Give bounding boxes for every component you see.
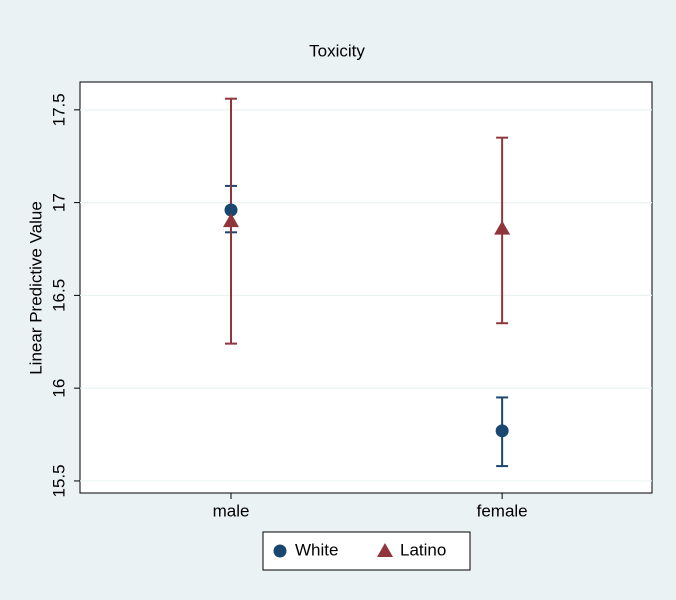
y-tick-label: 15.5 bbox=[49, 464, 68, 497]
point bbox=[224, 203, 238, 217]
legend-label: Latino bbox=[400, 540, 446, 559]
y-tick-label: 17.5 bbox=[49, 93, 68, 126]
point bbox=[495, 424, 509, 438]
plot-area bbox=[79, 81, 653, 494]
y-tick-label: 17 bbox=[49, 193, 68, 212]
y-axis-label: Linear Predictive Value bbox=[26, 201, 45, 375]
legend-marker bbox=[377, 543, 393, 557]
y-tick-label: 16 bbox=[49, 379, 68, 398]
legend bbox=[262, 531, 471, 571]
y-tick-label: 16.5 bbox=[49, 279, 68, 312]
chart-title: Toxicity bbox=[309, 41, 365, 60]
legend-marker bbox=[273, 544, 287, 558]
point bbox=[494, 220, 511, 235]
point bbox=[223, 213, 240, 228]
x-tick-label: male bbox=[213, 501, 250, 520]
legend-label: White bbox=[295, 540, 338, 559]
x-tick-label: female bbox=[477, 501, 528, 520]
